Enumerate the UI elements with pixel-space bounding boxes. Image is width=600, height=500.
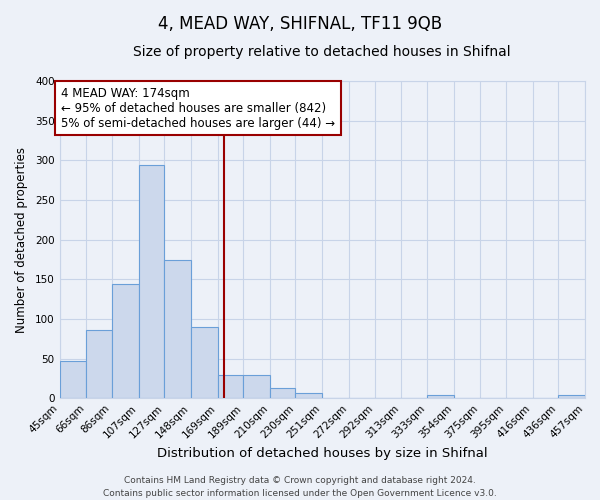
- Bar: [427, 395, 454, 398]
- Bar: [243, 374, 270, 398]
- Bar: [112, 284, 139, 399]
- Bar: [295, 393, 322, 398]
- Bar: [139, 165, 164, 398]
- Bar: [270, 388, 295, 398]
- Bar: [59, 361, 86, 399]
- Text: 4, MEAD WAY, SHIFNAL, TF11 9QB: 4, MEAD WAY, SHIFNAL, TF11 9QB: [158, 15, 442, 33]
- Bar: [218, 374, 243, 398]
- Text: Contains HM Land Registry data © Crown copyright and database right 2024.
Contai: Contains HM Land Registry data © Crown c…: [103, 476, 497, 498]
- Title: Size of property relative to detached houses in Shifnal: Size of property relative to detached ho…: [133, 45, 511, 59]
- Bar: [164, 260, 191, 398]
- Bar: [191, 327, 218, 398]
- Bar: [558, 395, 585, 398]
- Text: 4 MEAD WAY: 174sqm
← 95% of detached houses are smaller (842)
5% of semi-detache: 4 MEAD WAY: 174sqm ← 95% of detached hou…: [61, 86, 335, 130]
- X-axis label: Distribution of detached houses by size in Shifnal: Distribution of detached houses by size …: [157, 447, 488, 460]
- Bar: [86, 330, 112, 398]
- Y-axis label: Number of detached properties: Number of detached properties: [15, 146, 28, 332]
